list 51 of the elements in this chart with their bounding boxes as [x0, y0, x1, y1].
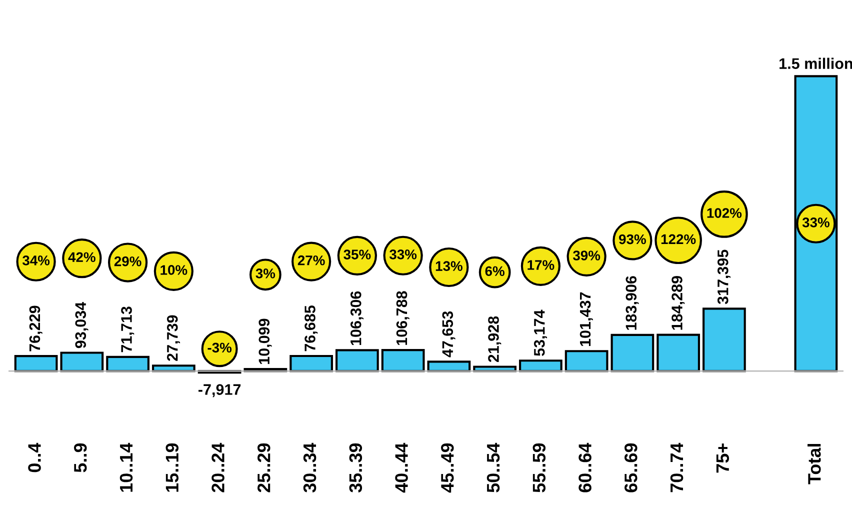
annotation: 33% [802, 218, 830, 228]
data-label: 184,289 [672, 276, 685, 330]
data-label: 47,653 [442, 311, 456, 358]
annotation: 10% [160, 265, 188, 275]
data-label: 10,099 [258, 318, 272, 364]
data-label: 53,174 [534, 310, 548, 356]
annotation: 29% [114, 256, 142, 266]
x-tick-label: 0..4 [28, 442, 41, 472]
x-tick-label: 25..29 [257, 443, 270, 492]
annotation: 33% [389, 250, 417, 260]
annotation: 27% [298, 255, 325, 266]
data-label: -7,917 [198, 384, 241, 398]
data-label: 317,395 [717, 250, 731, 304]
annotation: 39% [572, 250, 600, 260]
annotation: 17% [528, 260, 554, 270]
x-tick-label: 65..69 [624, 443, 638, 492]
x-tick-label: 30..34 [303, 442, 316, 492]
x-tick-label: 20..24 [212, 442, 224, 492]
x-tick-label: 35..39 [349, 443, 362, 492]
x-tick-label: 40..44 [395, 442, 408, 493]
x-tick-label: 70..74 [670, 442, 684, 492]
x-tick-label: 50..54 [486, 442, 500, 492]
annotation: 3% [256, 268, 276, 278]
data-label: 101,437 [580, 292, 593, 346]
x-tick-label: Total [808, 444, 821, 484]
annotation: 102% [707, 208, 742, 218]
annotation: 42% [68, 252, 96, 262]
annotation: -3% [208, 342, 232, 353]
x-tick-label: 10..14 [120, 442, 133, 492]
data-label: 183,906 [626, 276, 639, 330]
annotation: 122% [661, 234, 696, 244]
annotation: 13% [436, 261, 462, 271]
data-label: 76,685 [304, 306, 318, 352]
x-tick-label: 15..19 [166, 443, 179, 492]
data-label: 106,788 [396, 291, 410, 345]
data-label: 93,034 [75, 302, 88, 348]
x-tick-label: 5..9 [74, 443, 87, 472]
annotation: 6% [485, 266, 504, 276]
annotation: 34% [22, 256, 50, 266]
data-label: 106,306 [350, 291, 364, 346]
annotation: 93% [619, 234, 646, 244]
x-tick-label: 45..49 [441, 443, 454, 493]
data-label: 27,739 [166, 315, 180, 361]
x-tick-label: 55..59 [532, 443, 546, 492]
data-label: 21,928 [488, 316, 502, 362]
data-label: 71,713 [121, 306, 134, 352]
data-label: 76,229 [29, 306, 42, 352]
x-tick-label: 60..64 [578, 442, 592, 492]
annotation: 35% [344, 250, 371, 260]
data-label: 1.5 million [780, 58, 852, 69]
x-tick-label: 75+ [716, 443, 730, 473]
